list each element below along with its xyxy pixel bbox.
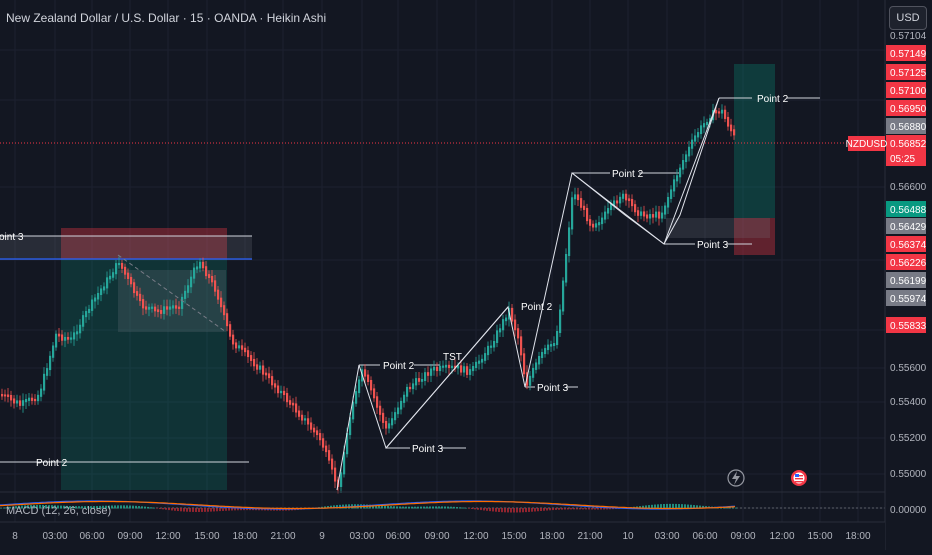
symbol-price-tag: NZDUSD — [846, 136, 888, 151]
price-badge: 0.56429 — [886, 218, 927, 234]
time-axis-label: 06:00 — [385, 531, 410, 542]
svg-text:0.55974: 0.55974 — [890, 294, 927, 305]
currency-button[interactable]: USD — [889, 6, 927, 30]
chart-title: New Zealand Dollar / U.S. Dollar · 15 · … — [6, 11, 327, 25]
long-position-stop-zone — [61, 228, 227, 259]
lightning-icon[interactable] — [727, 469, 745, 487]
annotation-label: Point 2 — [521, 302, 553, 313]
price-tick-label: 0.55600 — [890, 363, 927, 374]
time-axis-label: 8 — [12, 531, 18, 542]
rectangle-zone-right — [666, 218, 770, 238]
price-scale[interactable]: 0.57104 0.56600 0.55600 0.55400 0.55200 0.550… — [884, 0, 932, 550]
svg-text:0.56488: 0.56488 — [890, 205, 927, 216]
time-axis-label: 03:00 — [349, 531, 374, 542]
svg-text:0.57100: 0.57100 — [890, 86, 927, 97]
annotation-label: Point 2 — [757, 94, 789, 105]
time-axis-label: 12:00 — [769, 531, 794, 542]
svg-text:0.56852: 0.56852 — [890, 139, 927, 150]
time-axis-label: 15:00 — [501, 531, 526, 542]
time-axis-label: 21:00 — [577, 531, 602, 542]
price-badge: 0.55974 — [886, 290, 927, 306]
time-axis-label: 18:00 — [845, 531, 870, 542]
annotation-label: TST — [443, 352, 462, 363]
svg-text:0.57125: 0.57125 — [890, 68, 927, 79]
annotation-label: oint 3 — [0, 232, 24, 243]
annotation-label: Point 2 — [36, 458, 68, 469]
time-axis-label: 21:00 — [270, 531, 295, 542]
price-badge: 0.55833 — [886, 317, 927, 333]
reference-lines — [0, 97, 848, 463]
time-axis-label: 15:00 — [807, 531, 832, 542]
annotation-label: Point 3 — [697, 240, 729, 251]
time-axis-label: 03:00 — [42, 531, 67, 542]
price-tick-label: 0.55400 — [890, 397, 927, 408]
price-badge: 0.57100 — [886, 82, 927, 98]
price-badge: 0.57149 — [886, 45, 927, 61]
price-tick-label: 0.56600 — [890, 182, 927, 193]
annotation-labels: Point 2 Point 2 Point 3 TST Point 2 Poin… — [0, 94, 789, 469]
price-tick-label: 0.55200 — [890, 433, 927, 444]
macd-panel: MACD (12, 26, close) — [0, 491, 885, 517]
time-axis-label: 15:00 — [194, 531, 219, 542]
macd-signal-line — [0, 500, 736, 510]
time-axis-label: 12:00 — [155, 531, 180, 542]
time-axis-label: 09:00 — [117, 531, 142, 542]
svg-text:05:25: 05:25 — [890, 154, 915, 165]
time-axis-label: 18:00 — [232, 531, 257, 542]
pattern-lines — [117, 97, 720, 491]
price-badge: 0.56226 — [886, 254, 927, 270]
price-badge: 0.56880 — [886, 118, 927, 134]
rectangle-zone-mid — [118, 270, 226, 332]
us-flag-event-icon[interactable] — [791, 470, 807, 486]
time-axis-label: 06:00 — [79, 531, 104, 542]
svg-text:0.57149: 0.57149 — [890, 49, 927, 60]
price-tick-label: 0.55000 — [890, 469, 927, 480]
annotation-label: Point 2 — [383, 361, 415, 372]
svg-text:0.56199: 0.56199 — [890, 276, 927, 287]
price-tick-label: 0.00000 — [890, 505, 927, 516]
price-tick-label: 0.57104 — [890, 31, 927, 42]
time-axis-label: 03:00 — [654, 531, 679, 542]
price-badge: 0.56374 — [886, 236, 927, 252]
long-position-profit-zone-right — [734, 64, 775, 218]
price-badge: 0.56199 — [886, 272, 927, 288]
time-axis[interactable]: 8 03:00 06:00 09:00 12:00 15:00 18:00 21:00 9 03:… — [0, 521, 885, 550]
position-zones — [0, 64, 775, 490]
chart-grid — [0, 0, 885, 522]
time-axis-label: 09:00 — [424, 531, 449, 542]
price-badge: 0.56852 — [886, 135, 927, 151]
long-position-profit-zone — [61, 259, 227, 490]
rectangle-zone-left — [0, 236, 252, 260]
price-badge: 0.56488 — [886, 201, 927, 217]
svg-text:0.56950: 0.56950 — [890, 104, 927, 115]
price-badge: 0.57125 — [886, 64, 927, 80]
svg-text:0.56226: 0.56226 — [890, 258, 927, 269]
svg-text:0.56880: 0.56880 — [890, 122, 927, 133]
time-axis-label: 9 — [319, 531, 325, 542]
time-axis-label: 18:00 — [539, 531, 564, 542]
time-axis-label: 09:00 — [730, 531, 755, 542]
price-badge: 0.56950 — [886, 100, 927, 116]
annotation-label: Point 2 — [612, 169, 644, 180]
time-axis-label: 12:00 — [463, 531, 488, 542]
price-badge: 05:25 — [886, 150, 926, 166]
svg-text:0.56429: 0.56429 — [890, 222, 927, 233]
time-axis-label: 10 — [622, 531, 634, 542]
symbol-tag-label: NZDUSD — [846, 139, 888, 150]
svg-text:0.55833: 0.55833 — [890, 321, 927, 332]
macd-label: MACD (12, 26, close) — [6, 505, 111, 517]
long-position-stop-zone-right — [734, 218, 775, 255]
annotation-label: Point 3 — [412, 444, 444, 455]
annotation-label: Point 3 — [537, 383, 569, 394]
heikin-ashi-candles — [1, 103, 736, 494]
time-axis-label: 06:00 — [692, 531, 717, 542]
svg-text:0.56374: 0.56374 — [890, 240, 927, 251]
